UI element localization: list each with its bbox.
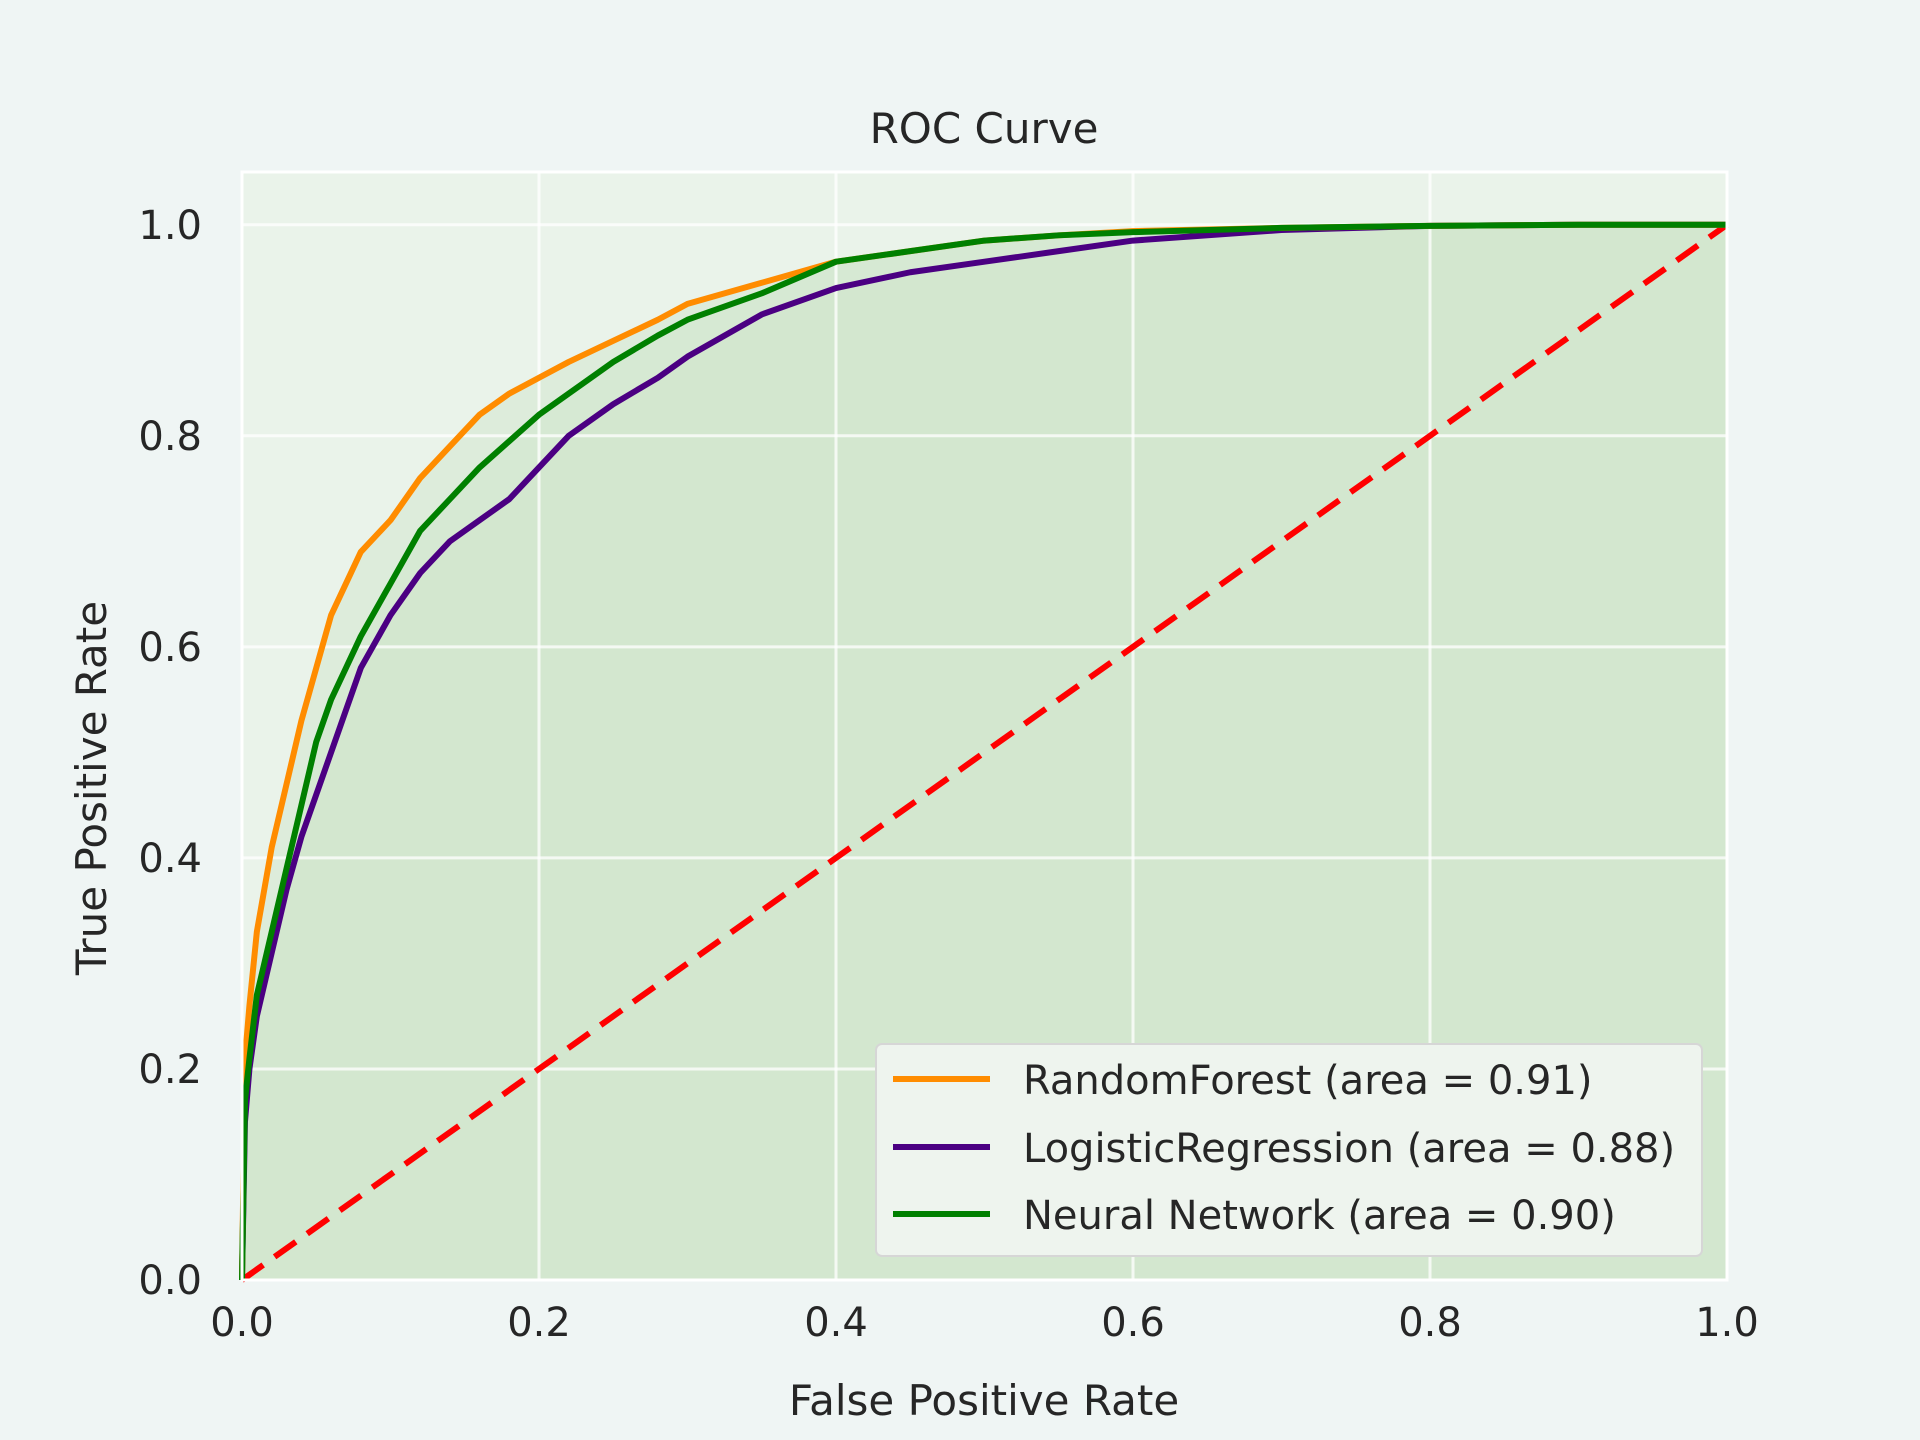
series-line-2 [239,221,1727,1281]
x-tick-label-4: 0.8 [1398,1300,1462,1346]
series-lines-layer [239,221,1729,1283]
legend-box [875,1043,1703,1257]
legend-label-neural-network: Neural Network (area = 0.90) [1023,1193,1616,1239]
chart-title: ROC Curve [870,104,1099,153]
x-tick-label-2: 0.4 [804,1300,868,1346]
y-tick-label-3: 0.6 [138,625,202,671]
y-tick-label-1: 0.2 [138,1047,202,1093]
series-line-1 [239,221,1727,1281]
axis-layer: 0.0 0.2 0.4 0.6 0.8 1.0 0.0 0.2 0.4 0.6 0.8 1.0 [138,170,1759,1346]
x-tick-label-1: 0.2 [507,1300,571,1346]
x-tick-label-0: 0.0 [210,1300,274,1346]
plot-frame [240,170,1729,1282]
y-tick-label-5: 1.0 [138,203,202,249]
legend-label-logisticregression: LogisticRegression (area = 0.88) [1023,1126,1675,1172]
x-tick-label-5: 1.0 [1695,1300,1759,1346]
legend-label-randomforest: RandomForest (area = 0.91) [1023,1058,1593,1104]
y-tick-label-2: 0.4 [138,836,202,882]
y-tick-label-0: 0.0 [138,1258,202,1304]
x-axis-label: False Positive Rate [789,1376,1179,1425]
x-tick-label-3: 0.6 [1101,1300,1165,1346]
diagonal-reference-line [240,222,1729,1283]
legend: RandomForest (area = 0.91) LogisticRegre… [875,1043,1703,1257]
y-tick-label-4: 0.8 [138,414,202,460]
y-axis-label: True Positive Rate [67,601,116,976]
